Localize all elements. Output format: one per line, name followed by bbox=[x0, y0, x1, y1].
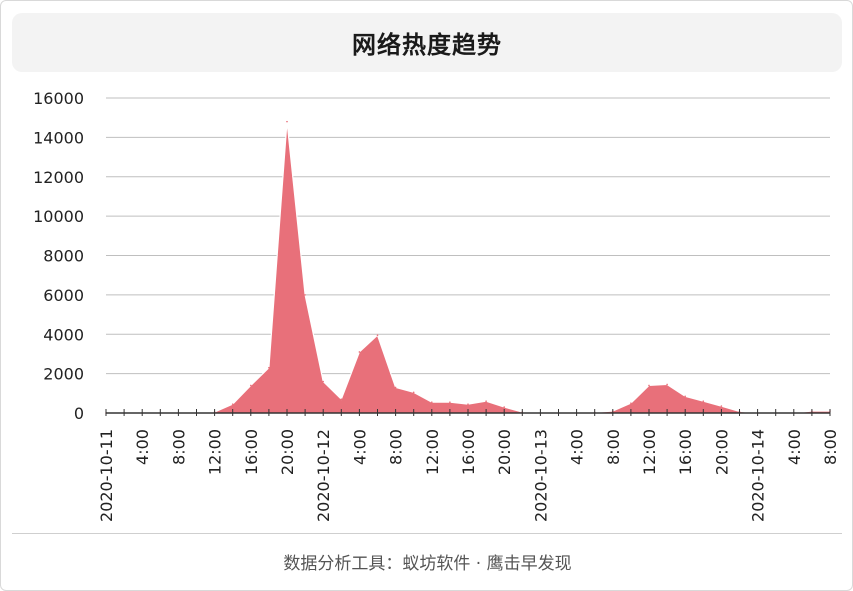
x-axis-tick-labels: 2020-10-11 4:00 8:00 12:00 16:00 20:00 2020-10… bbox=[97, 429, 840, 522]
x-tick-label: 4:00 bbox=[785, 429, 804, 465]
data-point bbox=[684, 395, 686, 398]
x-tick-label: 2020-10-13 bbox=[531, 429, 550, 522]
x-tick-label: 16:00 bbox=[459, 429, 478, 475]
area-series bbox=[105, 120, 831, 414]
x-tick-label: 4:00 bbox=[568, 429, 587, 465]
data-point bbox=[467, 403, 469, 405]
x-tick-label: 20:00 bbox=[495, 429, 514, 475]
y-tick-label: 12000 bbox=[33, 168, 84, 187]
data-point bbox=[250, 384, 252, 387]
data-point bbox=[394, 386, 397, 389]
data-source-label: 数据分析工具：蚁坊软件 · 鹰击早发现 bbox=[283, 554, 572, 574]
x-tick-label: 2020-10-12 bbox=[314, 429, 333, 522]
data-point bbox=[231, 403, 234, 405]
footer-divider bbox=[12, 533, 842, 534]
x-tick-label: 4:00 bbox=[350, 429, 369, 465]
x-tick-label: 16:00 bbox=[676, 429, 695, 475]
area-outline bbox=[106, 121, 830, 414]
data-point bbox=[648, 384, 650, 387]
x-tick-label: 4:00 bbox=[133, 429, 152, 465]
x-axis bbox=[105, 409, 831, 416]
data-point bbox=[630, 402, 632, 404]
data-point bbox=[376, 334, 379, 337]
data-point bbox=[431, 401, 433, 403]
x-tick-label: 8:00 bbox=[387, 429, 406, 465]
data-point bbox=[412, 391, 415, 394]
x-tick-label: 20:00 bbox=[278, 429, 297, 475]
data-point bbox=[358, 351, 361, 353]
x-tick-label: 8:00 bbox=[604, 429, 623, 465]
x-tick-label: 2020-10-14 bbox=[749, 429, 768, 522]
y-tick-label: 14000 bbox=[33, 128, 84, 147]
grid-lines bbox=[106, 97, 830, 375]
title-bar: 网络热度趋势 bbox=[12, 13, 842, 72]
data-point bbox=[268, 366, 270, 369]
y-tick-label: 0 bbox=[74, 404, 84, 423]
data-point bbox=[322, 380, 325, 383]
data-point bbox=[485, 400, 487, 402]
x-tick-label: 2020-10-11 bbox=[97, 429, 116, 522]
data-point bbox=[720, 405, 723, 407]
y-tick-label: 2000 bbox=[43, 365, 84, 384]
y-tick-label: 16000 bbox=[33, 89, 84, 108]
y-tick-label: 8000 bbox=[43, 247, 84, 266]
data-point bbox=[340, 398, 343, 401]
data-point bbox=[702, 400, 705, 402]
data-point bbox=[449, 401, 451, 403]
x-tick-label: 20:00 bbox=[712, 429, 731, 475]
x-tick-label: 12:00 bbox=[206, 429, 225, 475]
data-point bbox=[503, 406, 506, 408]
x-tick-label: 12:00 bbox=[640, 429, 659, 475]
y-axis-tick-labels: 0 2000 4000 6000 8000 10000 12000 14000 16000 bbox=[33, 89, 84, 423]
y-tick-label: 6000 bbox=[43, 286, 84, 305]
chart-title: 网络热度趋势 bbox=[352, 31, 502, 59]
data-point bbox=[666, 383, 668, 386]
data-point bbox=[286, 120, 288, 123]
area-fill bbox=[106, 121, 830, 413]
y-tick-label: 10000 bbox=[33, 207, 84, 226]
x-tick-label: 8:00 bbox=[821, 429, 840, 465]
x-tick-label: 8:00 bbox=[169, 429, 188, 465]
x-tick-label: 12:00 bbox=[423, 429, 442, 475]
y-tick-label: 4000 bbox=[43, 325, 84, 344]
data-point bbox=[304, 294, 306, 296]
x-tick-label: 16:00 bbox=[242, 429, 261, 475]
